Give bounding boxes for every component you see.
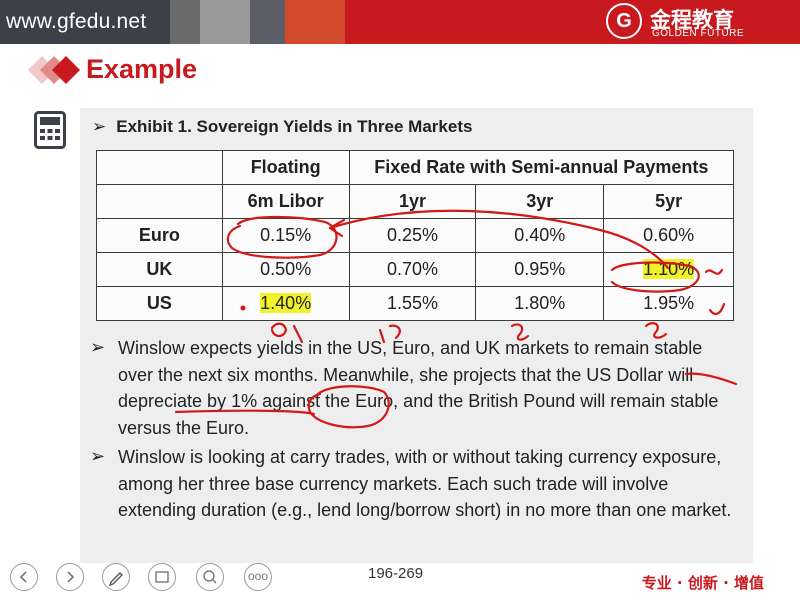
table-header-5yr: 5yr [603, 184, 734, 219]
chevron-right-icon [67, 571, 75, 583]
table-header-floating: Floating [221, 150, 350, 185]
bullet-arrow-icon: ➢ [90, 337, 106, 358]
title-diamond-icon [28, 56, 80, 84]
slide-overview-button[interactable] [148, 563, 176, 591]
next-slide-button[interactable] [56, 563, 84, 591]
table-cell: 1.40% [221, 286, 350, 321]
highlighted-value: 1.40% [260, 293, 312, 313]
table-cell: 0.60% [603, 218, 734, 253]
table-cell: 0.15% [221, 218, 350, 253]
table-cell: 0.70% [348, 252, 477, 287]
table-cell: 0.50% [221, 252, 350, 287]
table-cell: 0.95% [475, 252, 605, 287]
table-row: Euro 0.15% 0.25% 0.40% 0.60% [96, 218, 734, 253]
exhibit-title: ➢ Exhibit 1. Sovereign Yields in Three Ma… [92, 117, 472, 137]
page-number: 196-269 [368, 565, 424, 582]
table-header-fixed-rate: Fixed Rate with Semi-annual Payments [348, 150, 735, 185]
banner-stripe [170, 0, 200, 44]
brand-logo: G 金程教育 GOLDEN FUTURE [590, 0, 800, 44]
table-corner-cell [96, 184, 223, 219]
previous-slide-button[interactable] [10, 563, 38, 591]
banner-stripe [250, 0, 285, 44]
footer-slogan: 专业 · 创新 · 增值 [641, 574, 764, 592]
pen-tool-button[interactable] [102, 563, 130, 591]
table-header-6m-libor: 6m Libor [221, 184, 350, 219]
yields-table: Floating Fixed Rate with Semi-annual Pay… [96, 150, 735, 321]
brand-seal-icon: G [606, 3, 642, 39]
calculator-icon [34, 111, 66, 149]
bullet-arrow-icon: ➢ [92, 117, 107, 137]
table-group-header-row: Floating Fixed Rate with Semi-annual Pay… [96, 150, 735, 185]
website-url: www.gfedu.net [6, 10, 147, 33]
zoom-button[interactable] [196, 563, 224, 591]
table-column-header-row: 6m Libor 1yr 3yr 5yr [96, 184, 734, 219]
table-row: UK 0.50% 0.70% 0.95% 1.10% [96, 252, 734, 287]
table-header-3yr: 3yr [475, 184, 605, 219]
table-header-1yr: 1yr [348, 184, 477, 219]
table-cell: 1.55% [348, 286, 477, 321]
paragraph-carry-trades: ➢ Winslow is looking at carry trades, wi… [90, 444, 740, 524]
banner-stripe [200, 0, 250, 44]
more-options-button[interactable]: ooo [244, 563, 272, 591]
bullet-arrow-icon: ➢ [90, 446, 106, 467]
pen-icon [108, 572, 123, 587]
banner-stripe [345, 0, 590, 44]
slides-icon [155, 571, 169, 583]
row-label-us: US [96, 286, 223, 321]
chevron-left-icon [19, 571, 27, 583]
ellipsis-icon: ooo [247, 569, 269, 583]
row-label-euro: Euro [96, 218, 223, 253]
exhibit-title-text: Exhibit 1. Sovereign Yields in Three Mar… [116, 117, 473, 136]
top-banner: www.gfedu.net G 金程教育 GOLDEN FUTURE [0, 0, 800, 44]
paragraph-forecast: ➢ Winslow expects yields in the US, Euro… [90, 335, 740, 441]
paragraph-text: Winslow is looking at carry trades, with… [118, 447, 732, 520]
paragraph-text: Winslow expects yields in the US, Euro, … [118, 338, 719, 438]
table-cell: 1.10% [603, 252, 734, 287]
table-row: US 1.40% 1.55% 1.80% 1.95% [96, 286, 734, 321]
table-corner-cell [96, 150, 223, 185]
table-cell: 0.40% [475, 218, 605, 253]
brand-name-cn: 金程教育 [650, 8, 734, 32]
table-cell: 1.95% [603, 286, 734, 321]
highlighted-value: 1.10% [643, 259, 695, 279]
website-strip: www.gfedu.net [0, 0, 170, 44]
brand-name-en: GOLDEN FUTURE [652, 28, 745, 39]
banner-stripe [285, 0, 345, 44]
table-cell: 0.25% [348, 218, 477, 253]
row-label-uk: UK [96, 252, 223, 287]
magnifier-icon [203, 570, 217, 584]
table-cell: 1.80% [475, 286, 605, 321]
slide-title: Example [86, 54, 198, 84]
